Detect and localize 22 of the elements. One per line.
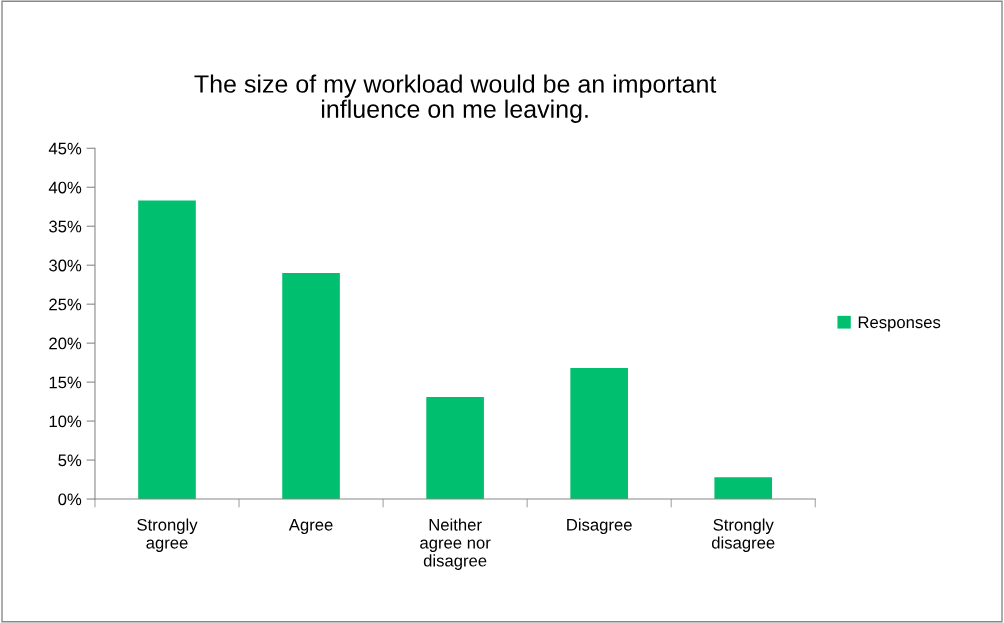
y-tick-label: 10% [49, 415, 82, 428]
bar [426, 396, 484, 500]
x-tick-label: Strongly agree [137, 518, 198, 552]
y-tick-label: 30% [49, 259, 82, 272]
y-tick-label: 40% [48, 181, 82, 194]
y-tick-label: 5% [58, 454, 82, 467]
y-tick-label: 15% [49, 376, 82, 389]
bar [570, 368, 628, 500]
bar [714, 477, 773, 500]
x-tick-label: Agree [288, 519, 333, 534]
y-tick-label: 0% [58, 493, 82, 506]
y-tick-label: 20% [49, 337, 82, 350]
legend-label: Responses [858, 316, 941, 332]
y-tick-label: 35% [49, 220, 82, 233]
x-tick-label: Neither agree nor disagree [420, 518, 491, 570]
bar [282, 272, 340, 500]
bar [138, 200, 196, 500]
y-tick-label: 25% [49, 298, 82, 311]
x-tick-label: Strongly disagree [711, 518, 775, 552]
y-tick-label: 45% [48, 142, 82, 155]
x-tick-label: Disagree [567, 518, 632, 534]
chart-title: The size of my workload would be an important influence on me leaving. [194, 74, 717, 123]
